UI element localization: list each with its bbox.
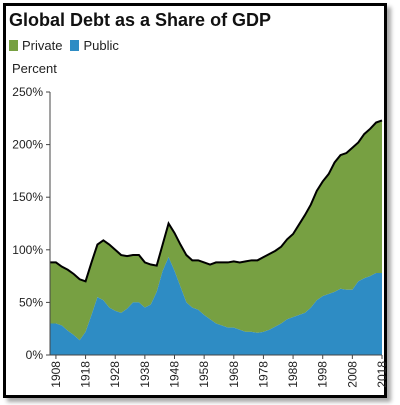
x-tick-label: 1938 <box>138 361 152 388</box>
x-tick-label: 1968 <box>227 361 241 388</box>
x-tick-label: 1958 <box>197 361 211 388</box>
legend-item-public: Public <box>70 38 119 53</box>
x-tick-label: 2018 <box>375 361 389 388</box>
private-area <box>50 120 382 341</box>
x-tick-label: 1908 <box>49 361 63 388</box>
x-tick-label: 1948 <box>168 361 182 388</box>
x-tick-label: 1998 <box>316 361 330 388</box>
legend-label-public: Public <box>83 38 119 53</box>
y-tick-label: 0% <box>26 348 44 362</box>
legend-swatch-private <box>9 40 18 51</box>
total-debt-line <box>50 119 383 283</box>
public-area <box>50 257 382 355</box>
chart-legend: Private Public <box>9 38 127 53</box>
y-tick-label: 50% <box>19 295 43 309</box>
x-tick-label: 1918 <box>79 361 93 388</box>
legend-swatch-public <box>70 40 80 51</box>
legend-item-private: Private <box>9 38 62 53</box>
x-tick-label: 1928 <box>108 361 122 388</box>
legend-label-private: Private <box>22 38 63 53</box>
y-tick-label: 100% <box>12 243 43 257</box>
y-tick-label: 150% <box>12 190 43 204</box>
y-axis-unit-label: Percent <box>12 61 57 76</box>
x-tick-label: 1978 <box>256 361 270 388</box>
y-tick-label: 250% <box>12 85 43 99</box>
x-tick-label: 2008 <box>345 361 359 388</box>
x-tick-label: 1988 <box>286 361 300 388</box>
chart-title: Global Debt as a Share of GDP <box>9 10 272 30</box>
y-tick-label: 200% <box>12 138 43 152</box>
